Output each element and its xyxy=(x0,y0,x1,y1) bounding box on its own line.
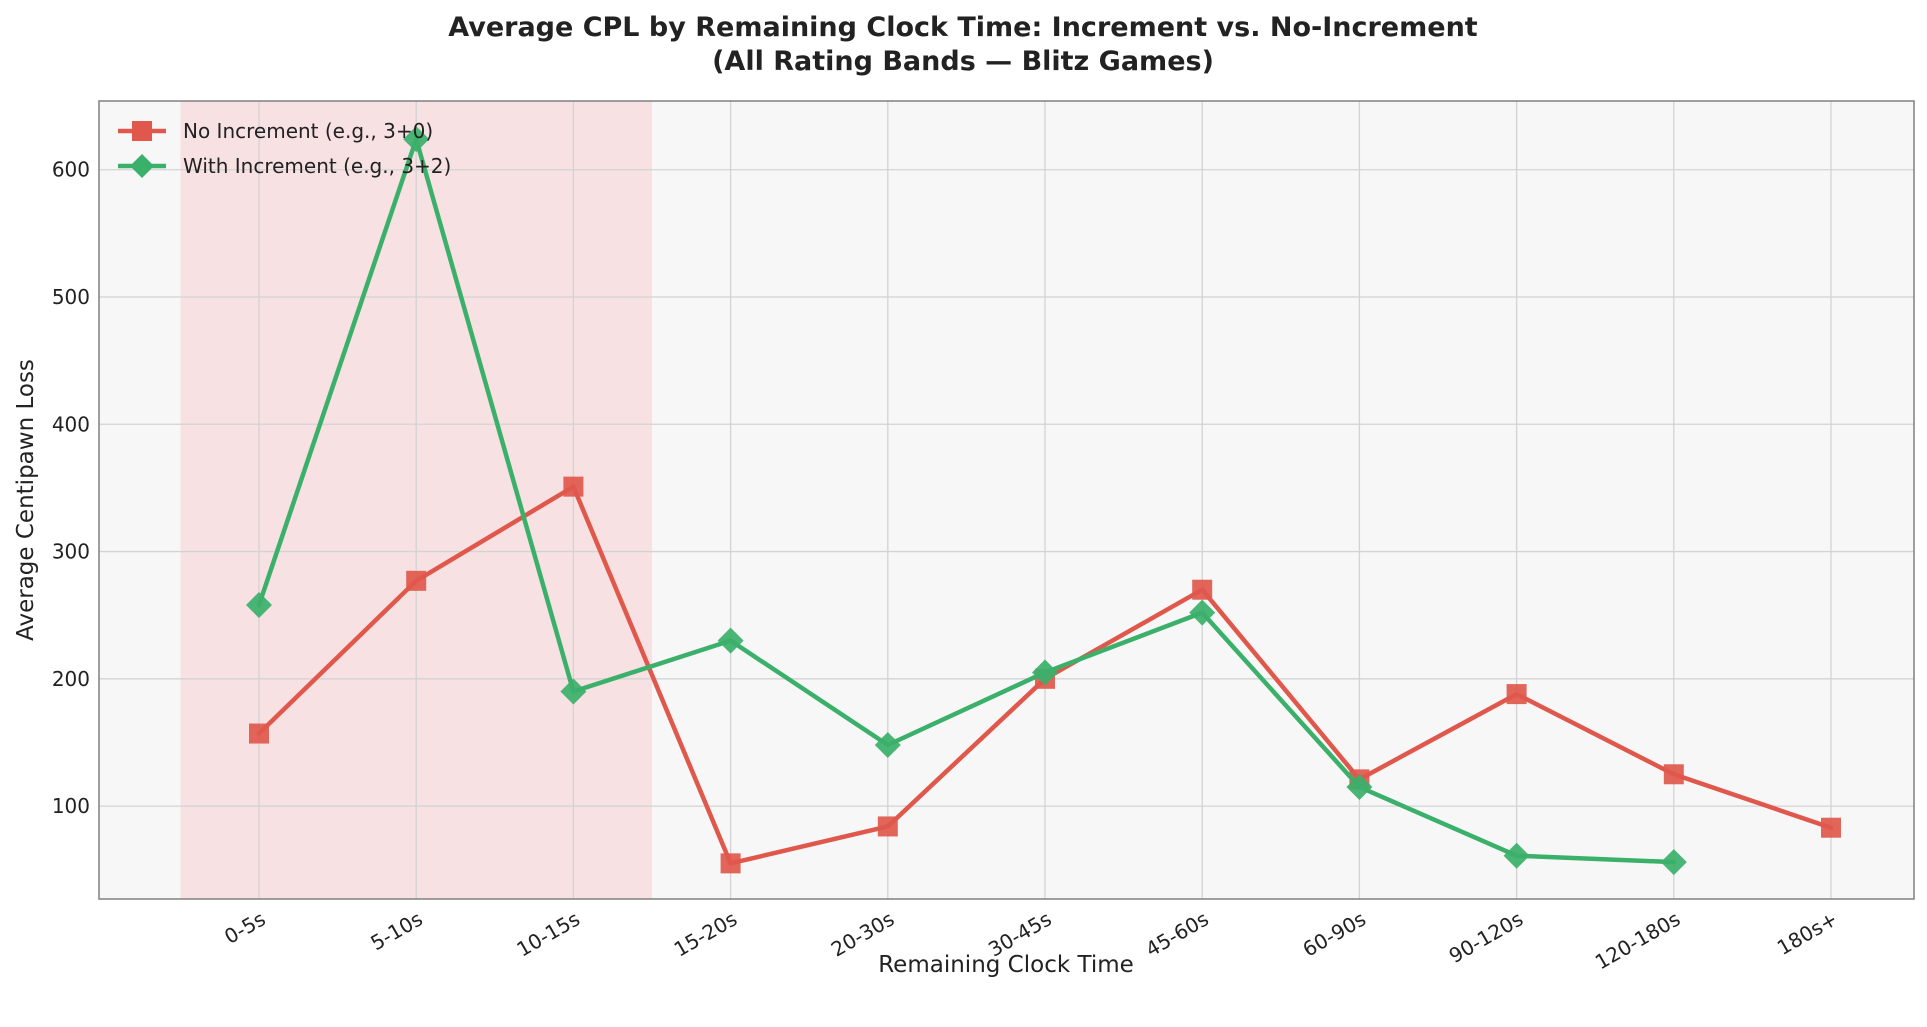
y-tick-labels: 100 200 300 400 500 600 xyxy=(52,158,90,818)
x-tick-label: 10-15s xyxy=(513,907,584,962)
y-tick-label: 100 xyxy=(52,794,90,818)
data-point-diamond xyxy=(1189,599,1216,626)
legend: No Increment (e.g., 3+0) With Increment … xyxy=(118,119,451,178)
y-axis-label: Average Centipawn Loss xyxy=(13,359,39,641)
legend-square-marker xyxy=(132,121,152,141)
chart-subtitle: (All Rating Bands — Blitz Games) xyxy=(712,46,1214,77)
x-tick-label: 120-180s xyxy=(1591,907,1684,975)
data-point-square xyxy=(720,853,741,874)
plot-frame xyxy=(98,100,1915,900)
legend-label-with-increment: With Increment (e.g., 3+2) xyxy=(183,154,451,178)
data-point-square xyxy=(877,816,898,837)
chart-title: Average CPL by Remaining Clock Time: Inc… xyxy=(448,12,1478,43)
x-axis-label: Remaining Clock Time xyxy=(878,952,1134,978)
y-tick-label: 500 xyxy=(52,285,90,309)
series-line-with-increment xyxy=(256,136,1677,865)
data-point-diamond xyxy=(717,627,744,654)
y-tick-label: 400 xyxy=(52,412,90,436)
x-tick-label: 15-20s xyxy=(670,907,741,962)
data-point-diamond xyxy=(1503,842,1530,869)
series-layer xyxy=(246,126,1841,876)
data-point-square xyxy=(406,570,427,591)
legend-entry-no-increment: No Increment (e.g., 3+0) xyxy=(118,119,433,143)
x-tick-label: 60-90s xyxy=(1299,907,1370,962)
data-point-diamond xyxy=(246,592,272,618)
y-tick-label: 200 xyxy=(52,667,90,691)
data-point-square xyxy=(563,476,584,497)
grid-layer xyxy=(99,101,1914,899)
legend-label-no-increment: No Increment (e.g., 3+0) xyxy=(183,119,433,143)
legend-diamond-marker xyxy=(130,154,154,178)
data-point-square xyxy=(249,723,269,744)
legend-entry-with-increment: With Increment (e.g., 3+2) xyxy=(118,154,451,178)
data-point-diamond xyxy=(1346,774,1373,800)
data-point-square xyxy=(1192,579,1213,600)
data-point-square xyxy=(1663,764,1684,785)
x-tick-label: 45-60s xyxy=(1141,907,1212,962)
y-tick-label: 600 xyxy=(52,158,90,182)
data-point-diamond xyxy=(403,126,430,153)
x-tick-label: 180s+ xyxy=(1773,907,1842,960)
x-tick-label: 5-10s xyxy=(366,907,426,956)
data-point-diamond xyxy=(874,732,901,758)
data-point-diamond xyxy=(1660,849,1687,876)
data-point-diamond xyxy=(1032,659,1058,686)
x-tick-label: 90-120s xyxy=(1445,907,1527,968)
x-tick-label: 0-5s xyxy=(220,907,269,949)
y-tick-label: 300 xyxy=(52,540,90,564)
data-point-square xyxy=(1506,684,1527,705)
data-point-diamond xyxy=(560,678,587,705)
data-point-square xyxy=(1821,817,1841,838)
